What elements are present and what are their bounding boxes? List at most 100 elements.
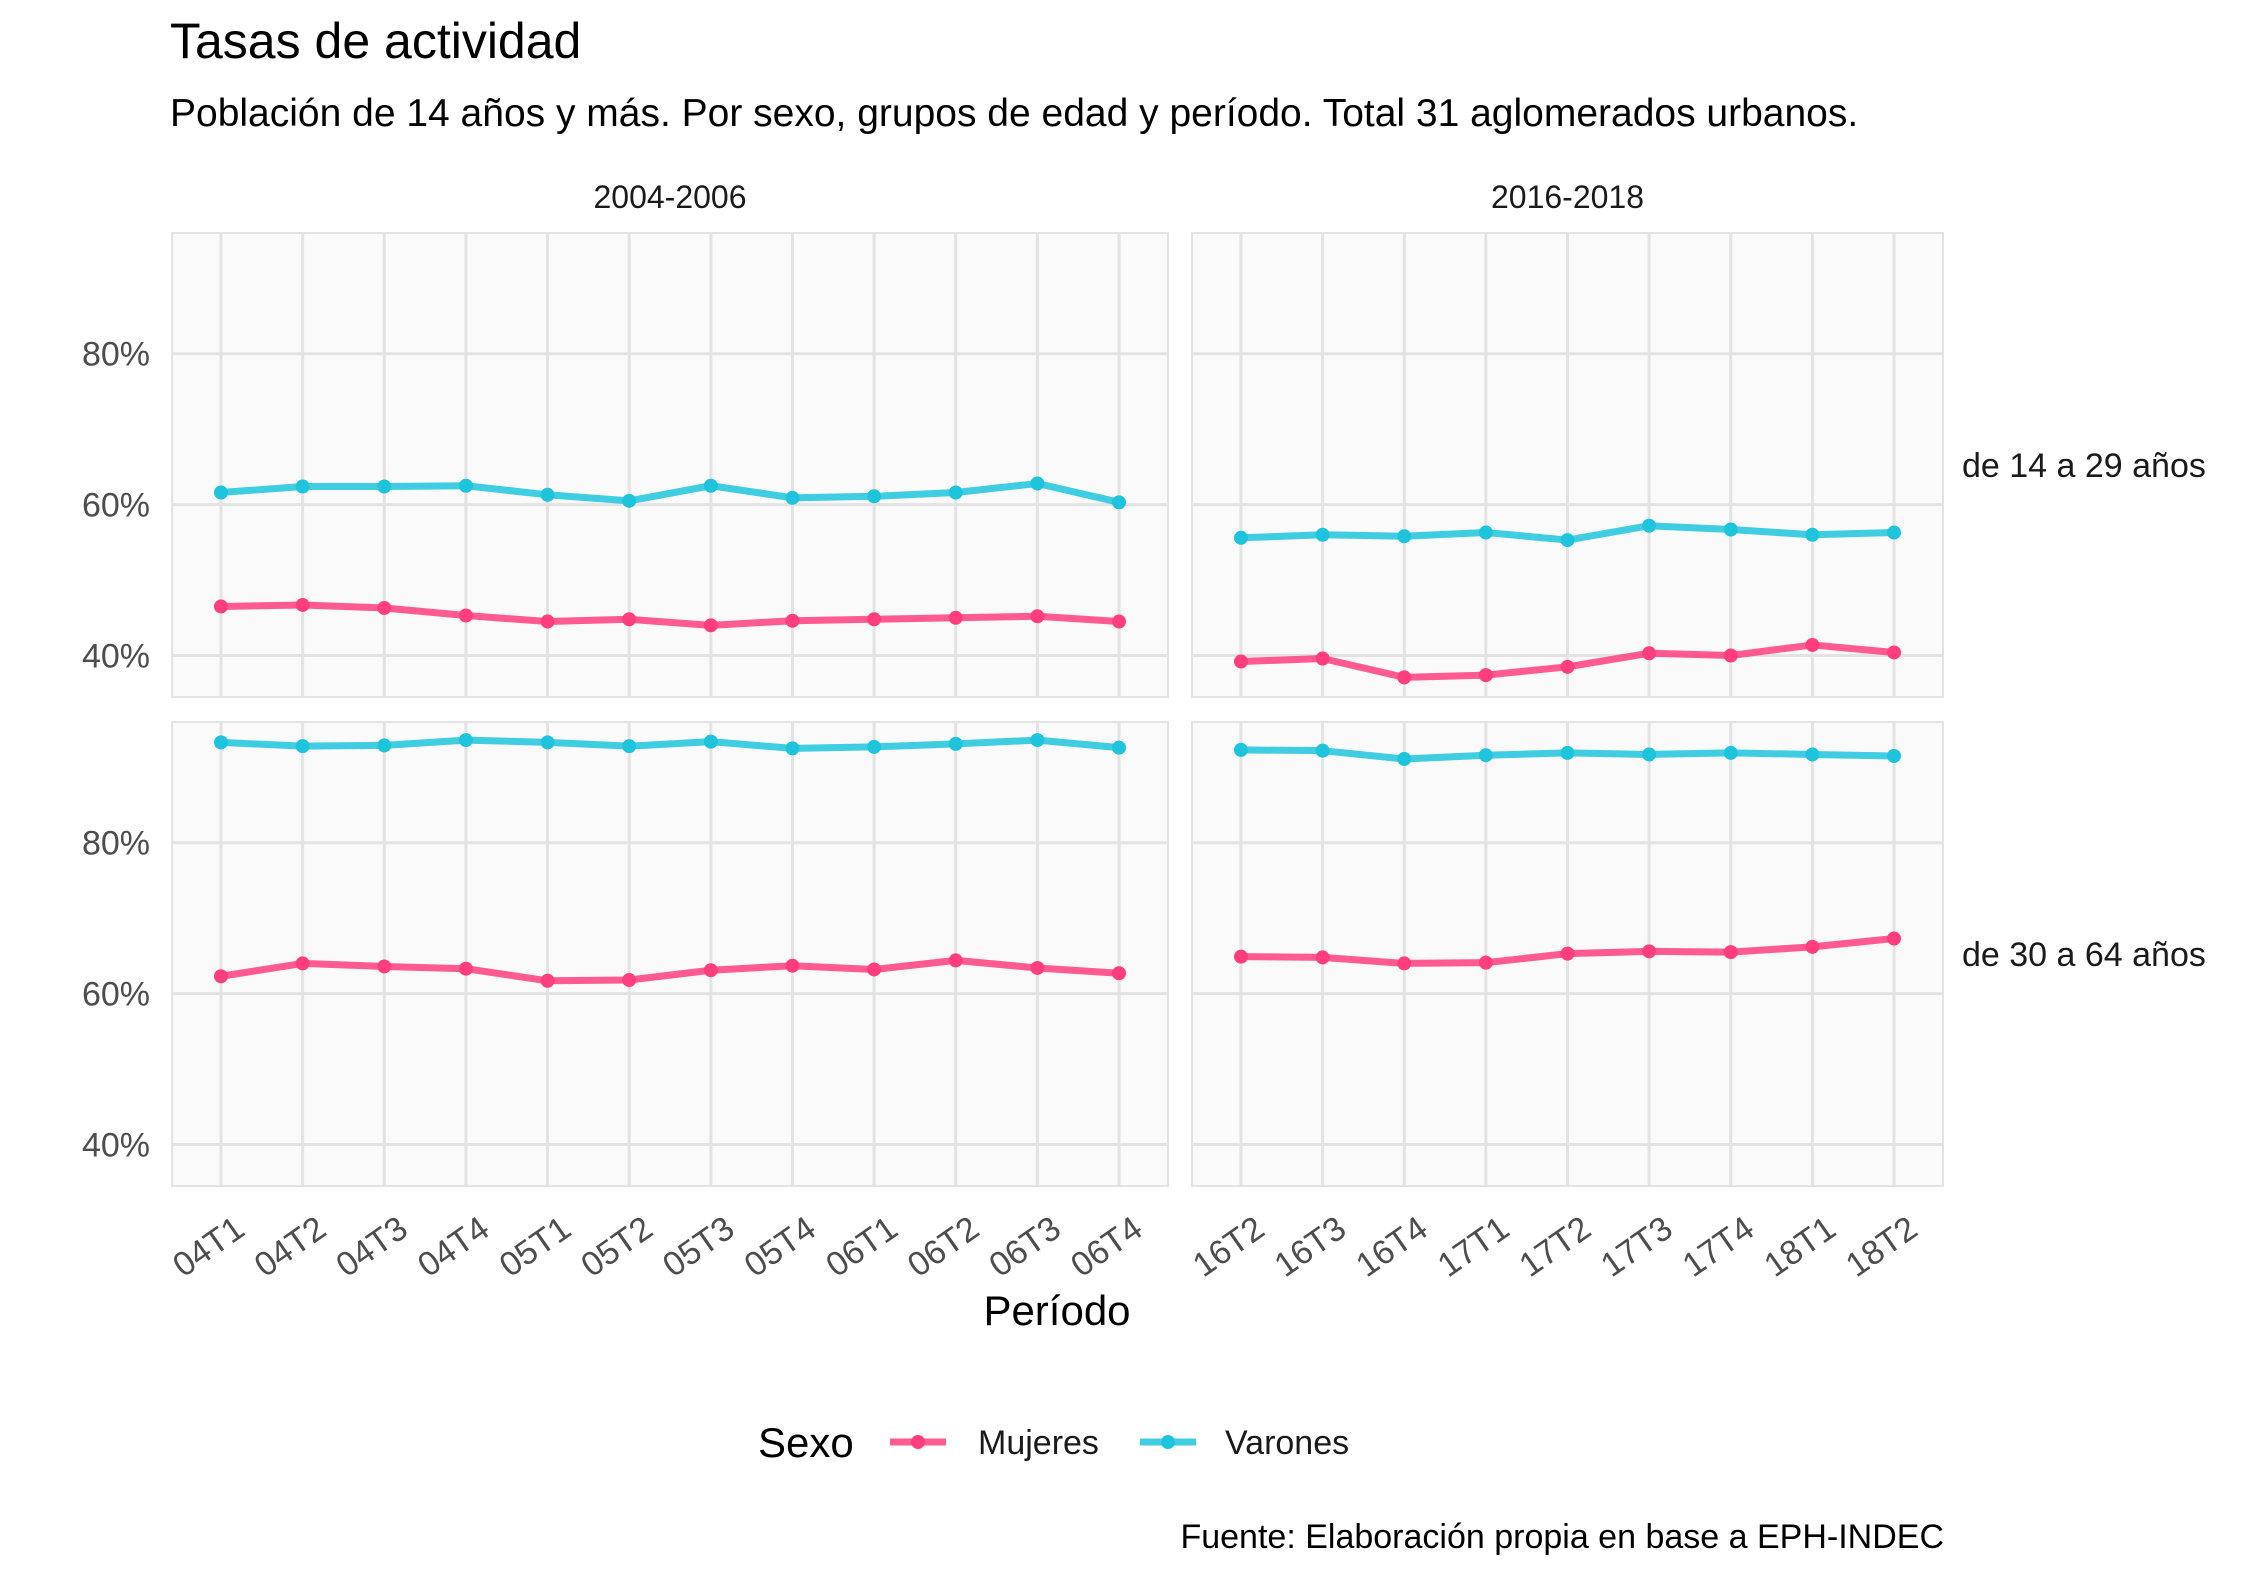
- data-point-varones: [785, 490, 800, 505]
- series-line-varones: [217, 479, 1123, 506]
- data-point-varones: [867, 739, 882, 754]
- data-point-mujeres: [458, 608, 473, 623]
- y-tick-label: 60%: [82, 976, 150, 1014]
- panel-background: [171, 232, 1169, 698]
- data-point-varones: [622, 493, 637, 508]
- x-tick-label: 04T3: [329, 1209, 414, 1285]
- legend-item-varones: Varones: [1140, 1424, 1349, 1462]
- data-point-varones: [1723, 745, 1738, 760]
- data-point-mujeres: [1112, 614, 1127, 629]
- chart-title: Tasas de actividad: [170, 13, 581, 69]
- data-point-mujeres: [295, 597, 310, 612]
- strip-label-row-de-30-a-64-a-os: de 30 a 64 años: [1962, 936, 2206, 974]
- data-point-varones: [1560, 533, 1575, 548]
- data-point-varones: [1030, 476, 1045, 491]
- legend-item-mujeres: Mujeres: [890, 1424, 1099, 1462]
- data-point-mujeres: [1723, 945, 1738, 960]
- data-point-varones: [377, 479, 392, 494]
- data-point-varones: [540, 735, 555, 750]
- data-point-mujeres: [1887, 931, 1902, 946]
- strip-label-row-de-14-a-29-a-os: de 14 a 29 años: [1962, 447, 2206, 485]
- data-point-mujeres: [1887, 645, 1902, 660]
- data-point-mujeres: [1560, 659, 1575, 674]
- data-point-mujeres: [622, 973, 637, 988]
- x-tick-label: 17T2: [1513, 1209, 1598, 1285]
- data-point-mujeres: [1723, 648, 1738, 663]
- data-point-varones: [377, 738, 392, 753]
- strip-label-col-2016-2018: 2016-2018: [1491, 179, 1644, 215]
- data-point-varones: [867, 489, 882, 504]
- data-point-varones: [785, 741, 800, 756]
- data-point-varones: [703, 734, 718, 749]
- data-point-varones: [1233, 530, 1248, 545]
- x-tick-label: 05T4: [738, 1209, 823, 1285]
- x-tick-label: 16T2: [1186, 1209, 1271, 1285]
- data-point-varones: [295, 739, 310, 754]
- data-point-mujeres: [867, 962, 882, 977]
- chart-subtitle: Población de 14 años y más. Por sexo, gr…: [170, 92, 1858, 135]
- data-point-varones: [1315, 527, 1330, 542]
- data-point-mujeres: [1315, 651, 1330, 666]
- data-point-varones: [1112, 495, 1127, 510]
- y-tick-label: 80%: [82, 336, 150, 374]
- data-point-varones: [622, 739, 637, 754]
- y-tick-label: 80%: [82, 825, 150, 863]
- panels: 2004-2006 2016-2018 de 14 a 29 años de 30 a…: [82, 179, 2206, 1285]
- data-point-varones: [1805, 747, 1820, 762]
- data-point-mujeres: [1805, 939, 1820, 954]
- data-point-mujeres: [703, 618, 718, 633]
- data-point-mujeres: [1112, 966, 1127, 981]
- x-tick-label: 17T1: [1431, 1209, 1516, 1285]
- data-point-varones: [1397, 529, 1412, 544]
- data-point-mujeres: [213, 969, 228, 984]
- data-point-varones: [1887, 748, 1902, 763]
- strip-label-col-2004-2006: 2004-2006: [593, 179, 746, 215]
- x-tick-label: 04T1: [166, 1209, 251, 1285]
- x-tick-label: 06T1: [819, 1209, 904, 1285]
- data-point-mujeres: [295, 956, 310, 971]
- x-tick-label: 16T4: [1349, 1209, 1434, 1285]
- data-point-varones: [1315, 743, 1330, 758]
- series-line-mujeres: [217, 956, 1123, 985]
- data-point-mujeres: [1233, 654, 1248, 669]
- data-point-mujeres: [540, 614, 555, 629]
- series-line-mujeres: [217, 601, 1123, 629]
- y-tick-label: 40%: [82, 1127, 150, 1165]
- legend-title: Sexo: [758, 1419, 854, 1466]
- data-point-varones: [703, 478, 718, 493]
- data-point-varones: [1805, 527, 1820, 542]
- data-point-mujeres: [377, 959, 392, 974]
- data-point-mujeres: [1233, 949, 1248, 964]
- data-point-mujeres: [867, 612, 882, 627]
- x-tick-label: 05T2: [574, 1209, 659, 1285]
- data-point-varones: [948, 736, 963, 751]
- data-point-varones: [1397, 751, 1412, 766]
- data-point-varones: [540, 487, 555, 502]
- series-line-varones: [217, 736, 1123, 752]
- data-point-varones: [1478, 525, 1493, 540]
- x-tick-label: 17T4: [1676, 1209, 1761, 1285]
- data-point-mujeres: [1805, 637, 1820, 652]
- data-point-varones: [1887, 525, 1902, 540]
- data-point-mujeres: [1397, 956, 1412, 971]
- data-point-mujeres: [540, 973, 555, 988]
- data-point-mujeres: [1478, 955, 1493, 970]
- chart-caption: Fuente: Elaboración propia en base a EPH…: [1180, 1518, 1944, 1556]
- data-point-varones: [213, 735, 228, 750]
- data-point-mujeres: [1030, 960, 1045, 975]
- data-point-mujeres: [1397, 670, 1412, 685]
- data-point-mujeres: [948, 953, 963, 968]
- data-point-varones: [1642, 518, 1657, 533]
- data-point-varones: [1642, 747, 1657, 762]
- data-point-varones: [295, 479, 310, 494]
- panel-de-30-a-64-a-os-2004-2006: 40% 60% 80% 04T104T204T304T405T105T205T305T…: [82, 721, 1169, 1285]
- data-point-varones: [1478, 748, 1493, 763]
- data-point-varones: [948, 485, 963, 500]
- legend-key-point: [1161, 1435, 1175, 1449]
- x-tick-label: 06T4: [1064, 1209, 1149, 1285]
- legend-key-point: [911, 1435, 925, 1449]
- data-point-varones: [213, 485, 228, 500]
- x-tick-label: 05T1: [493, 1209, 578, 1285]
- x-tick-label: 16T3: [1268, 1209, 1353, 1285]
